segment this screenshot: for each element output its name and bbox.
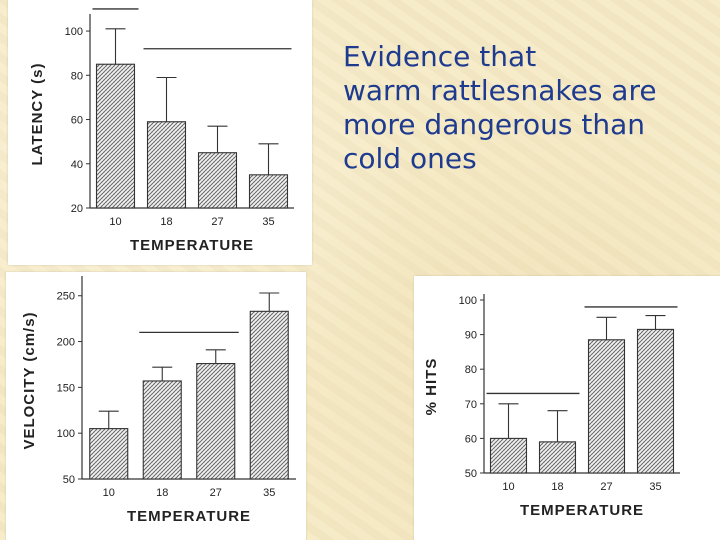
y-tick-label: 200 [57,337,75,349]
y-tick-label: 100 [57,428,75,440]
y-axis-label: % HITS [423,358,440,416]
velocity-chart: 50 100 150 200 250 10 18 27 35 TEMPERATURE VELOCIT… [21,276,296,525]
title-line-2: warm rattlesnakes are [343,74,657,107]
bar [587,339,626,474]
x-tick-label: 27 [210,487,222,499]
y-tick-label: 40 [71,159,83,171]
y-tick-label: 250 [57,291,75,303]
title-line-1: Evidence that [343,40,537,73]
bar [196,362,236,480]
x-axis-label: TEMPERATURE [127,508,251,525]
bar [248,174,289,209]
latency-chart-panel: 20 40 60 80 100 10 18 27 35 TEMPERATURE LATENCY (s… [8,0,312,265]
bar [636,328,675,474]
bar [197,152,238,209]
y-tick-label: 20 [71,203,83,215]
y-tick-label: 100 [65,26,83,38]
y-tick-label: 50 [465,468,477,480]
x-tick-label: 18 [160,216,172,228]
x-tick-label: 18 [156,487,168,499]
y-tick-label: 70 [465,399,477,411]
x-tick-label: 27 [600,481,612,493]
y-tick-label: 50 [63,474,75,486]
bar [95,63,136,209]
x-tick-label: 35 [649,481,661,493]
title-line-3: more dangerous than [343,108,645,141]
y-tick-label: 60 [71,115,83,127]
bar [146,121,187,209]
x-tick-label: 35 [263,487,275,499]
bar [538,441,577,474]
velocity-chart-panel: 50 100 150 200 250 10 18 27 35 TEMPERATURE VELOCIT… [6,272,306,540]
x-tick-label: 10 [109,216,121,228]
y-axis-label: VELOCITY (cm/s) [21,311,38,449]
y-tick-label: 90 [465,330,477,342]
bar [89,428,129,480]
x-tick-label: 10 [502,481,514,493]
hits-chart-panel: 50 60 70 80 90 100 10 18 27 35 TEMPERATURE % HITS [414,276,720,540]
y-axis-label: LATENCY (s) [29,63,46,166]
y-tick-label: 80 [71,70,83,82]
bar [489,437,528,474]
bar [249,310,289,480]
x-tick-label: 35 [262,216,274,228]
y-tick-label: 80 [465,364,477,376]
slide-title: Evidence that warm rattlesnakes are more… [343,40,713,176]
title-line-4: cold ones [343,142,477,175]
x-tick-label: 10 [103,487,115,499]
y-tick-label: 60 [465,433,477,445]
x-tick-label: 27 [211,216,223,228]
y-tick-label: 100 [459,295,477,307]
hits-chart: 50 60 70 80 90 100 10 18 27 35 TEMPERATURE % HITS [423,294,680,519]
x-axis-label: TEMPERATURE [130,237,254,254]
x-tick-label: 18 [551,481,563,493]
bar [142,380,182,480]
latency-chart: 20 40 60 80 100 10 18 27 35 TEMPERATURE LATENCY (s… [29,8,294,254]
x-axis-label: TEMPERATURE [520,502,644,519]
y-tick-label: 150 [57,382,75,394]
